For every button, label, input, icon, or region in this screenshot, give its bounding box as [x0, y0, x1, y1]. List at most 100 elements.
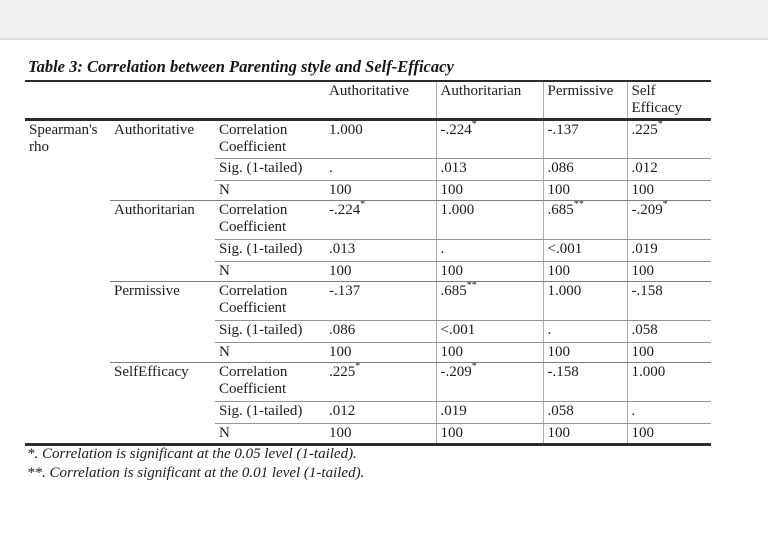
sig-cell: . [626, 401, 711, 424]
n-cell: 100 [626, 180, 711, 201]
corr-cell: .685** [542, 200, 627, 240]
footnote-005-level: *. Correlation is significant at the 0.0… [27, 446, 357, 462]
corr-value: .685 [440, 283, 467, 299]
group-label-selfefficacy: SelfEfficacy [110, 362, 215, 446]
corr-value: 1.000 [440, 202, 475, 218]
col-header-self-efficacy: Self Efficacy [626, 80, 711, 121]
corr-cell: -.209* [435, 362, 543, 402]
sig-cell: <.001 [435, 320, 543, 343]
n-cell: 100 [542, 423, 627, 446]
corr-value: -.209 [631, 202, 663, 218]
significance-star: * [360, 200, 366, 210]
correlation-row: Spearman's rho Authoritative Correlation… [25, 119, 711, 446]
sig-row: Sig. (1-tailed) .012 .019 .058 . [25, 401, 711, 424]
header-spacer [110, 80, 215, 121]
sig-cell: <.001 [542, 239, 627, 262]
stat-label-sig: Sig. (1-tailed) [215, 320, 325, 343]
stat-label-n: N [215, 180, 325, 201]
corr-value: .225 [631, 122, 658, 138]
significance-star: * [471, 362, 477, 372]
corr-value: .225 [329, 364, 356, 380]
stat-label-n: N [215, 261, 325, 282]
table-footnotes: *. Correlation is significant at the 0.0… [27, 445, 364, 482]
corr-value: -.158 [631, 283, 663, 299]
n-row: N 100 100 100 100 [25, 342, 711, 363]
sig-cell: .058 [542, 401, 627, 424]
correlation-row: Authoritarian Correlation Coefficient -.… [25, 200, 711, 282]
corr-value: -.137 [547, 122, 579, 138]
n-cell: 100 [325, 261, 436, 282]
stat-label-correlation: Correlation Coefficient [215, 362, 325, 402]
sig-cell: .012 [325, 401, 436, 424]
corr-cell: -.158 [542, 362, 627, 402]
corr-cell: -.224* [435, 119, 543, 159]
significance-star: ** [573, 200, 584, 210]
sig-cell: . [325, 158, 436, 181]
corr-cell: 1.000 [626, 362, 711, 402]
correlation-table: Authoritative Authoritarian Permissive S… [25, 80, 711, 446]
sig-row: Sig. (1-tailed) .086 <.001 . .058 [25, 320, 711, 343]
stat-label-sig: Sig. (1-tailed) [215, 158, 325, 181]
sig-cell: .086 [542, 158, 627, 181]
corr-cell: .225* [325, 362, 436, 402]
corr-cell: -.209* [626, 200, 711, 240]
table-container: Authoritative Authoritarian Permissive S… [25, 80, 711, 446]
n-cell: 100 [542, 261, 627, 282]
corr-value: -.137 [329, 283, 361, 299]
window-top-band [0, 0, 768, 40]
significance-star: * [657, 119, 663, 130]
stat-label-correlation: Correlation Coefficient [215, 119, 325, 159]
header-row: Authoritative Authoritarian Permissive S… [25, 80, 711, 121]
n-cell: 100 [325, 423, 436, 446]
corr-value: -.224 [440, 122, 472, 138]
corr-value: -.224 [329, 202, 361, 218]
sig-cell: . [542, 320, 627, 343]
n-cell: 100 [435, 423, 543, 446]
col-header-authoritarian: Authoritarian [435, 80, 543, 121]
corr-cell: -.224* [325, 200, 436, 240]
footnote-001-level: **. Correlation is significant at the 0.… [27, 464, 365, 481]
sig-cell: .058 [626, 320, 711, 343]
stat-label-sig: Sig. (1-tailed) [215, 401, 325, 424]
corr-cell: 1.000 [542, 281, 627, 321]
corr-cell: -.137 [325, 281, 436, 321]
significance-star: * [662, 200, 668, 210]
n-cell: 100 [542, 342, 627, 363]
n-row: N 100 100 100 100 [25, 261, 711, 282]
table-title: Table 3: Correlation between Parenting s… [28, 57, 454, 76]
spearmans-rho-label: Spearman's rho [25, 119, 110, 446]
sig-cell: .019 [435, 401, 543, 424]
n-cell: 100 [626, 423, 711, 446]
stat-label-correlation: Correlation Coefficient [215, 200, 325, 240]
col-header-authoritative: Authoritative [325, 80, 436, 121]
significance-star: ** [466, 281, 477, 291]
sig-cell: .013 [325, 239, 436, 262]
n-cell: 100 [435, 180, 543, 201]
header-spacer [215, 80, 325, 121]
sig-cell: .086 [325, 320, 436, 343]
n-cell: 100 [325, 180, 436, 201]
correlation-row: SelfEfficacy Correlation Coefficient .22… [25, 362, 711, 446]
stat-label-sig: Sig. (1-tailed) [215, 239, 325, 262]
header-spacer [25, 80, 110, 121]
col-header-permissive: Permissive [542, 80, 627, 121]
corr-value: 1.000 [631, 364, 666, 380]
group-label-permissive: Permissive [110, 281, 215, 363]
corr-cell: 1.000 [325, 119, 436, 159]
corr-cell: 1.000 [435, 200, 543, 240]
n-cell: 100 [435, 342, 543, 363]
group-label-authoritarian: Authoritarian [110, 200, 215, 282]
corr-cell: .225* [626, 119, 711, 159]
n-cell: 100 [435, 261, 543, 282]
sig-row: Sig. (1-tailed) . .013 .086 .012 [25, 158, 711, 181]
sig-cell: . [435, 239, 543, 262]
corr-value: 1.000 [547, 283, 582, 299]
stat-label-n: N [215, 423, 325, 446]
corr-value: -.158 [547, 364, 579, 380]
group-label-authoritative: Authoritative [110, 119, 215, 201]
n-row: N 100 100 100 100 [25, 423, 711, 446]
sig-cell: .019 [626, 239, 711, 262]
corr-cell: -.137 [542, 119, 627, 159]
n-cell: 100 [542, 180, 627, 201]
corr-value: 1.000 [329, 122, 363, 138]
